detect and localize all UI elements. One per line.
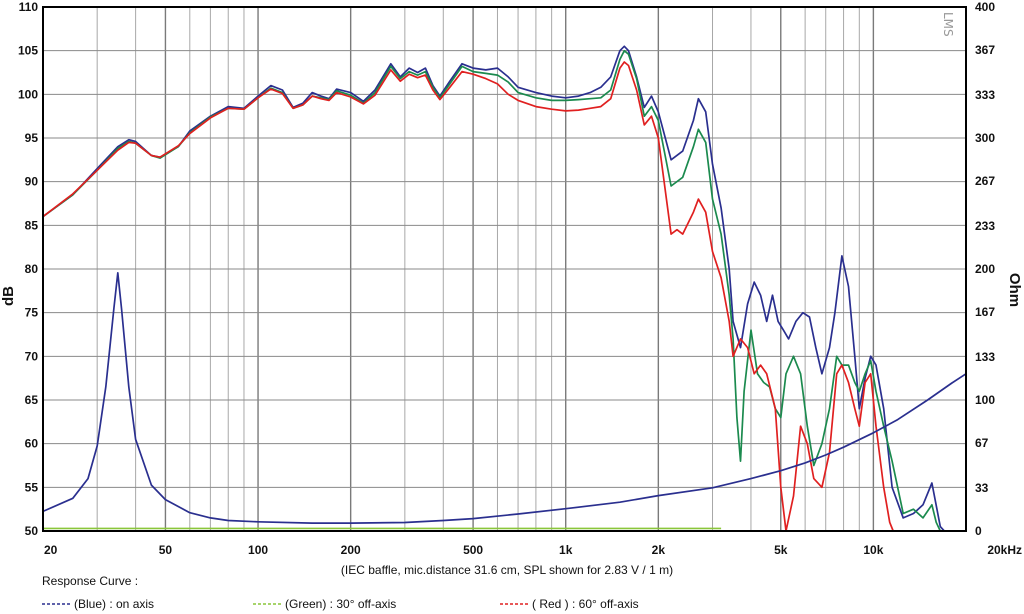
y-right-ticks: 0 33 67 100 133 167 200 233 267 300 333 367 400 (975, 0, 995, 538)
y-left-label: dB (0, 286, 17, 306)
chart-caption: (IEC baffle, mic.distance 31.6 cm, SPL s… (341, 563, 673, 577)
series-line-3 (42, 272, 967, 524)
y-right-tick-label: 333 (975, 88, 995, 102)
y-left-tick-label: 55 (25, 480, 39, 494)
x-tick-label: 20kHz (987, 543, 1022, 557)
y-right-tick-label: 300 (975, 131, 995, 145)
y-left-ticks: 50 55 60 65 70 75 80 85 90 95 100 105 110 (18, 0, 38, 538)
curves (42, 45, 967, 532)
y-right-tick-label: 133 (975, 350, 995, 364)
y-right-tick-label: 67 (975, 436, 989, 450)
x-ticks: 20 50 100 200 500 1k 2k 5k 10k 20kHz (44, 543, 1022, 557)
legend-entry: (Blue) : on axis (74, 597, 154, 611)
y-right-tick-label: 367 (975, 43, 995, 57)
y-right-tick-label: 200 (975, 262, 995, 276)
legend-title: Response Curve : (42, 574, 138, 588)
y-left-tick-label: 90 (25, 175, 39, 189)
y-right-label: Ohm (1006, 273, 1023, 307)
y-right-tick-label: 167 (975, 305, 995, 319)
watermark: LMS (941, 12, 955, 37)
y-right-tick-label: 233 (975, 219, 995, 233)
y-left-tick-label: 85 (25, 218, 39, 232)
y-left-tick-label: 75 (25, 306, 39, 320)
y-left-tick-label: 60 (25, 437, 39, 451)
y-left-tick-label: 95 (25, 131, 39, 145)
y-right-tick-label: 0 (975, 524, 982, 538)
x-tick-label: 500 (463, 543, 483, 557)
x-tick-label: 200 (341, 543, 361, 557)
x-tick-label: 50 (159, 543, 173, 557)
y-right-tick-label: 267 (975, 174, 995, 188)
x-tick-label: 2k (652, 543, 666, 557)
y-right-tick-label: 33 (975, 481, 989, 495)
legend: (Blue) : on axis (Green) : 30° off-axis ( … (42, 597, 639, 611)
x-tick-label: 5k (774, 543, 788, 557)
plot-frame (42, 6, 967, 532)
x-tick-label: 100 (248, 543, 268, 557)
y-left-tick-label: 50 (25, 524, 39, 538)
y-left-tick-label: 110 (19, 0, 39, 14)
legend-entry: ( Red ) : 60° off-axis (532, 597, 639, 611)
x-tick-label: 20 (44, 543, 58, 557)
legend-entry: (Green) : 30° off-axis (285, 597, 396, 611)
series-line-0 (42, 45, 945, 532)
y-right-tick-label: 100 (975, 393, 995, 407)
y-left-tick-label: 100 (18, 87, 38, 101)
y-left-tick-label: 105 (18, 44, 38, 58)
y-left-tick-label: 70 (25, 349, 39, 363)
series-line-2 (42, 61, 894, 532)
y-left-tick-label: 80 (25, 262, 39, 276)
x-tick-label: 10k (863, 543, 883, 557)
y-left-tick-label: 65 (25, 393, 39, 407)
y-right-tick-label: 400 (975, 0, 995, 14)
x-tick-label: 1k (559, 543, 573, 557)
